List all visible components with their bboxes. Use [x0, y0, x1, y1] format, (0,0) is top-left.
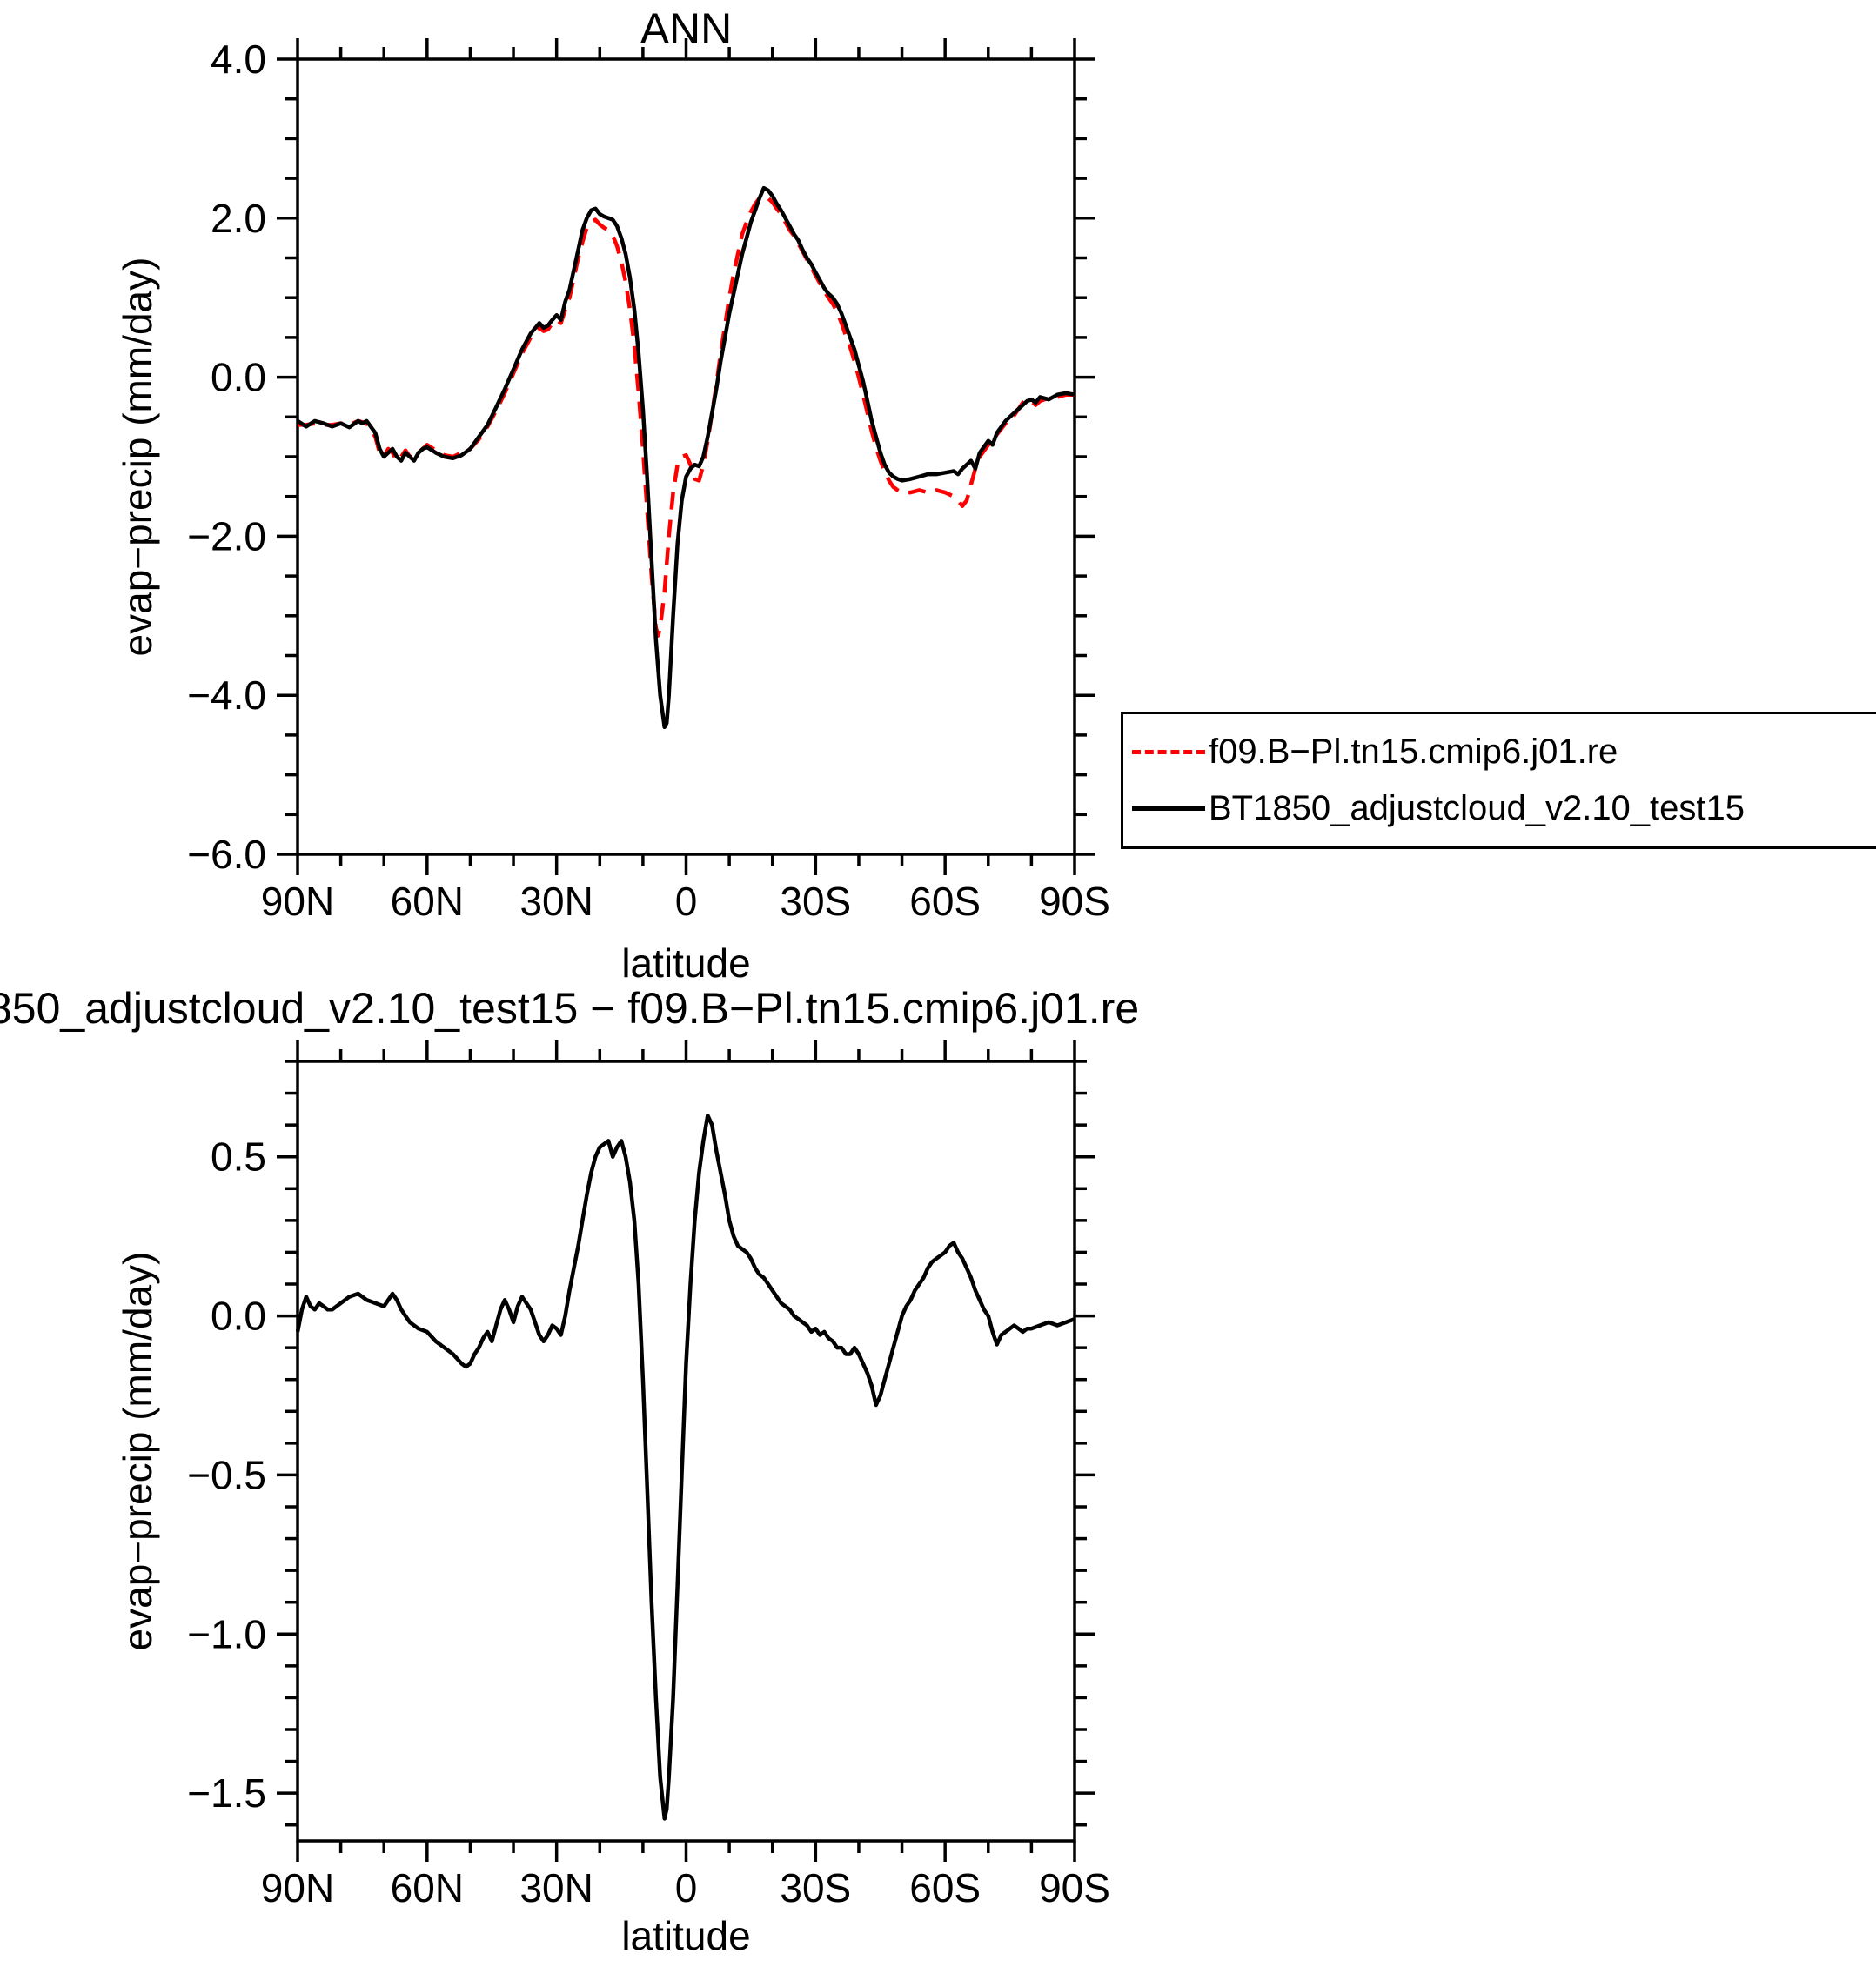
y-tick-label: −2.0	[187, 513, 266, 559]
legend-label-bt1850: BT1850_adjustcloud_v2.10_test15	[1209, 789, 1745, 828]
chart-1: 90N 60N 30N 0 30S 60S 90S 0.5 0.0 −0.5 −1.0 −1.5	[187, 1040, 1110, 1910]
y-tick-label: −6.0	[187, 832, 266, 877]
series-line	[296, 1113, 1075, 1821]
legend-entry-bt1850: BT1850_adjustcloud_v2.10_test15	[1132, 789, 1876, 828]
chart-0: 90N 60N 30N 0 30S 60S 90S 4.0 2.0 0.0 −2.0 −4.0 −6.0	[187, 37, 1110, 924]
x-tick-label: 30S	[780, 1865, 851, 1910]
legend-entry-f09: f09.B−Pl.tn15.cmip6.j01.re	[1132, 733, 1876, 772]
x-tick-label: 90N	[261, 879, 334, 924]
black-solid-line-sample-icon	[1132, 806, 1205, 812]
x-tick-label: 30N	[519, 879, 593, 924]
x-tick-label: 0	[675, 879, 698, 924]
x-tick-label: 90S	[1039, 879, 1110, 924]
x-tick-label: 60S	[909, 1865, 981, 1910]
x-tick-label: 60N	[391, 879, 464, 924]
bottom-chart-ylabel: evap−precip (mm/day)	[115, 1251, 160, 1651]
series-line	[296, 185, 1075, 730]
legend: f09.B−Pl.tn15.cmip6.j01.re BT1850_adjust…	[1121, 712, 1876, 849]
top-chart-ylabel: evap−precip (mm/day)	[115, 257, 160, 657]
y-tick-label: 0.5	[211, 1134, 266, 1180]
x-tick-label: 30N	[519, 1865, 593, 1910]
y-tick-label: −0.5	[187, 1452, 266, 1497]
x-tick-label: 90N	[261, 1865, 334, 1910]
x-tick-label: 60S	[909, 879, 981, 924]
x-tick-label: 90S	[1039, 1865, 1110, 1910]
plot-frame	[296, 1060, 1076, 1843]
y-tick-label: 0.0	[211, 355, 266, 400]
top-chart-xlabel: latitude	[621, 940, 751, 986]
y-tick-label: 4.0	[211, 37, 266, 82]
y-tick-label: 0.0	[211, 1294, 266, 1339]
y-tick-label: 2.0	[211, 196, 266, 241]
series-line	[298, 193, 1075, 638]
red-dashed-line-sample-icon	[1132, 749, 1205, 754]
bottom-chart-xlabel: latitude	[621, 1913, 751, 1958]
x-tick-label: 60N	[391, 1865, 464, 1910]
legend-label-f09: f09.B−Pl.tn15.cmip6.j01.re	[1209, 732, 1618, 771]
bottom-chart-title: 850_adjustcloud_v2.10_test15 − f09.B−Pl.…	[0, 984, 1140, 1033]
top-chart-title: ANN	[640, 4, 733, 53]
y-tick-label: −4.0	[187, 672, 266, 718]
x-tick-label: 30S	[780, 879, 851, 924]
y-tick-label: −1.5	[187, 1770, 266, 1816]
x-tick-label: 0	[675, 1865, 698, 1910]
y-tick-label: −1.0	[187, 1611, 266, 1656]
